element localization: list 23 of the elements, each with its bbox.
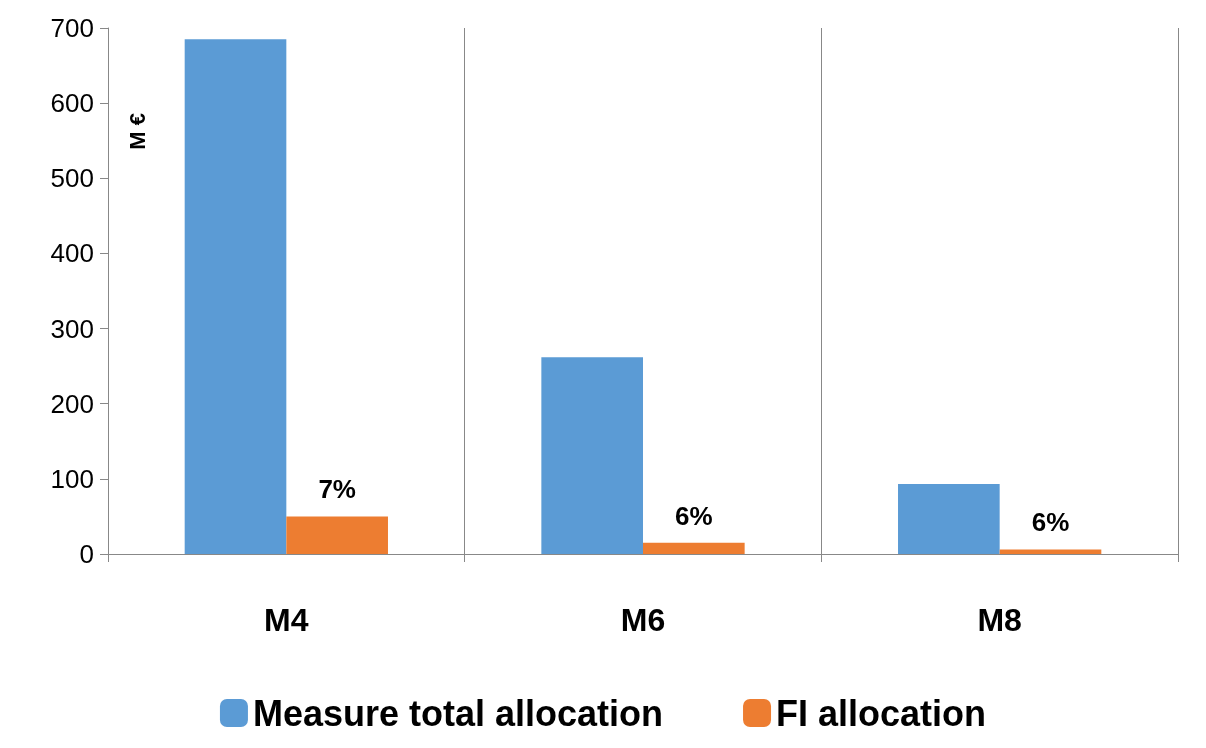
y-axis-title: M €	[124, 112, 150, 150]
y-tick-label: 400	[50, 238, 94, 269]
y-tick-label: 300	[50, 313, 94, 344]
x-tick-label: M4	[264, 602, 309, 638]
y-tick-label: 700	[50, 13, 94, 43]
y-tick-label: 600	[50, 88, 94, 119]
bar	[541, 357, 643, 554]
annotation: 6%	[675, 500, 713, 531]
annotation: 6%	[1031, 507, 1070, 538]
y-tick-label: 100	[50, 463, 94, 494]
y-tick-label: 0	[79, 539, 94, 569]
x-tick-label: M8	[977, 602, 1022, 638]
x-tick-label: M6	[620, 602, 666, 638]
legend-label: FI allocation	[776, 692, 987, 734]
annotation: 7%	[318, 474, 356, 505]
bar	[999, 549, 1102, 554]
bar	[643, 542, 745, 554]
y-tick-label: 500	[50, 163, 94, 194]
bar	[286, 516, 388, 554]
bar	[898, 484, 1000, 554]
y-tick-label: 200	[50, 388, 94, 419]
legend-label: Measure total allocation	[252, 692, 664, 734]
bar	[184, 39, 287, 554]
